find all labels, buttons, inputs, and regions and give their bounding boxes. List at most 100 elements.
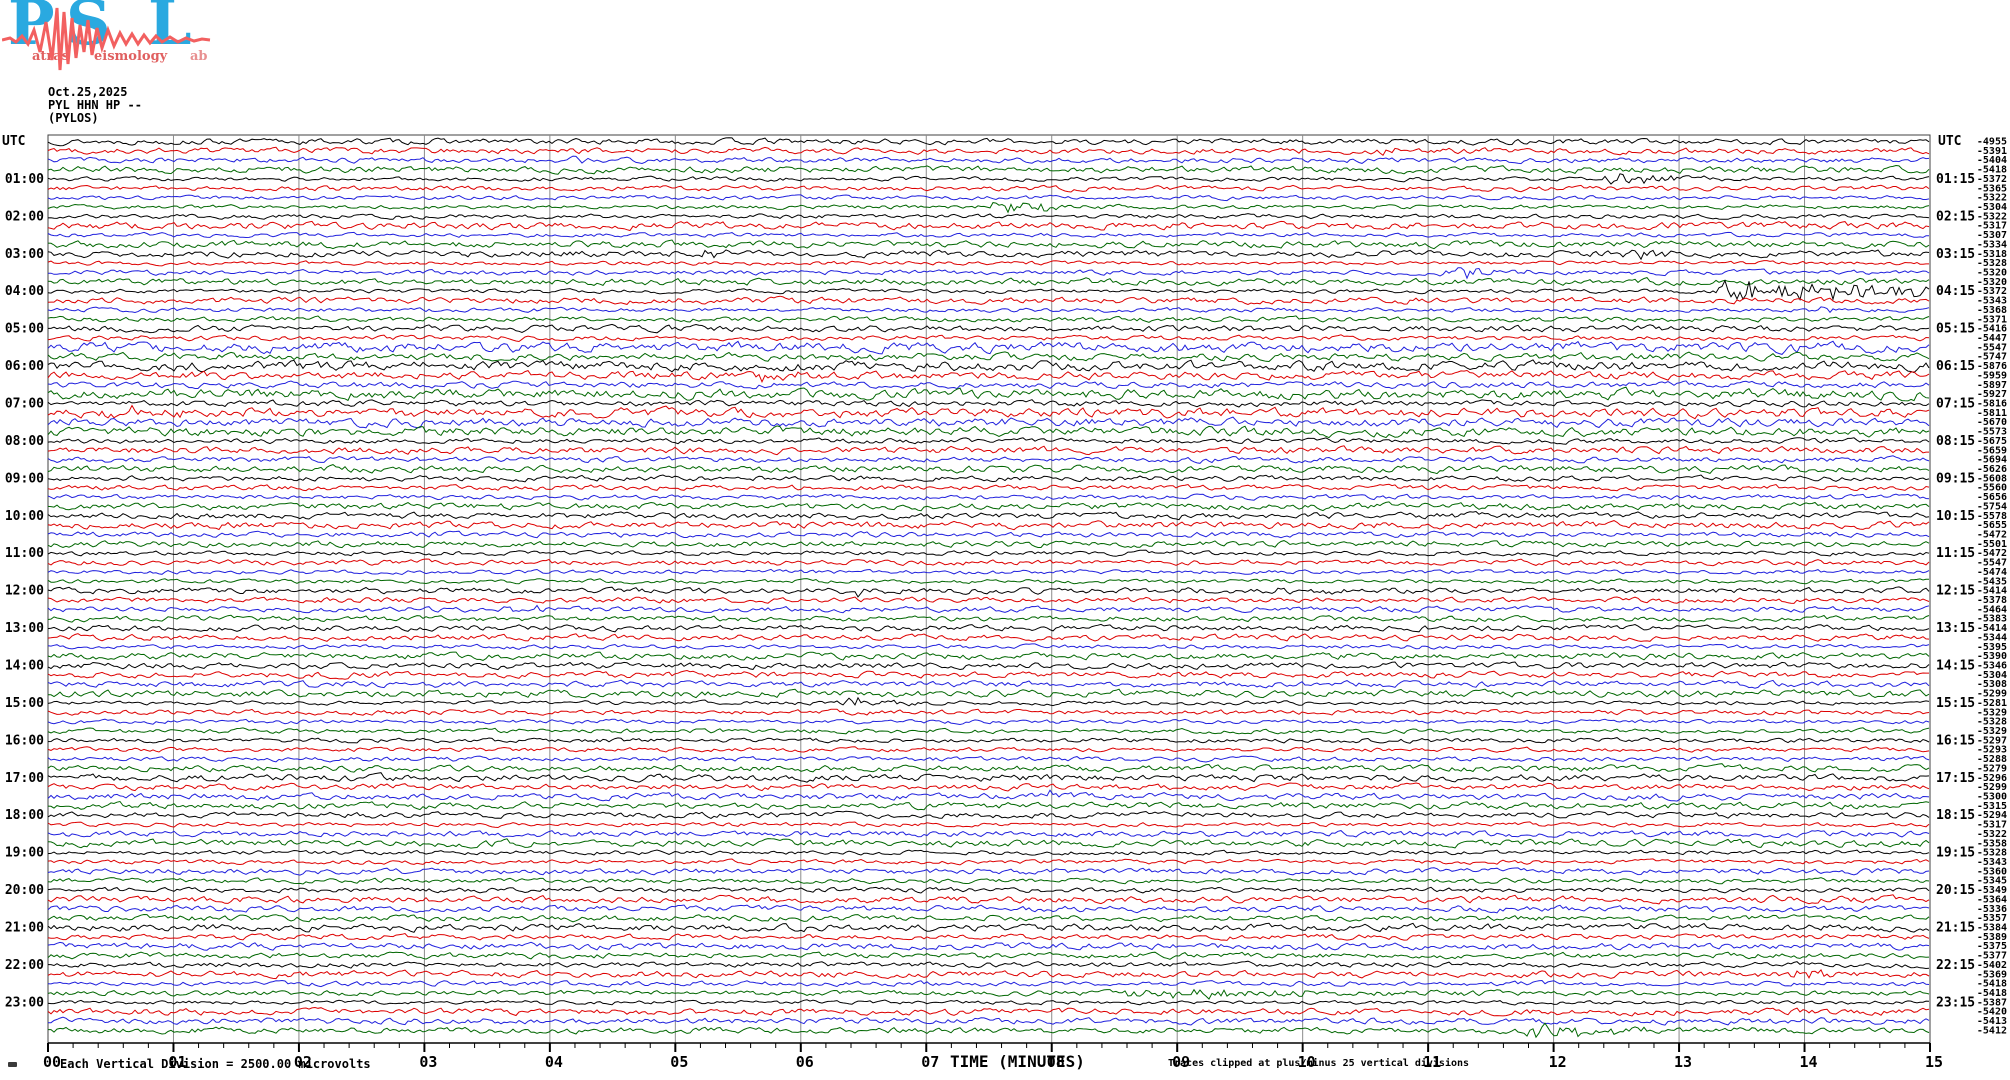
trace-row [47,295,1930,306]
x-tick-label: 13 [1674,1053,1692,1071]
row-offset-value: -5390 [1977,651,2007,662]
hour-label-right: 03:15 [1936,247,1975,262]
row-offset-value: -5608 [1977,473,2007,484]
row-offset-value: -5404 [1977,155,2007,166]
trace-row [47,173,1930,185]
hour-label-right: 08:15 [1936,434,1975,449]
hour-label-left: 11:00 [5,546,44,561]
row-offset-value: -5315 [1977,801,2007,812]
row-offset-value: -5318 [1977,249,2007,260]
trace-row [47,220,1930,232]
trace-row [47,474,1930,483]
trace-row [47,249,1930,261]
trace-row [47,540,1930,549]
row-offset-value: -5368 [1977,305,2007,316]
hour-label-right: 07:15 [1936,396,1975,411]
row-offset-value: -5694 [1977,455,2007,466]
row-offset-value: -5560 [1977,483,2007,494]
trace-row [47,1016,1930,1026]
hour-label-right: 23:15 [1936,995,1975,1010]
row-offset-value: -5372 [1977,174,2007,185]
row-offset-value: -5360 [1977,866,2007,877]
trace-row [47,838,1930,849]
hour-label-right: 11:15 [1936,546,1975,561]
trace-row [47,727,1930,735]
psl-logo[interactable]: P S L atras eismology ab [2,0,217,78]
row-offset-value: -5365 [1977,183,2007,194]
hour-label-right: 16:15 [1936,733,1975,748]
row-offset-value: -5294 [1977,810,2007,821]
hour-label-left: 02:00 [5,209,44,224]
trace-row [47,334,1930,343]
trace-row [47,867,1930,876]
hour-label-left: 03:00 [5,247,44,262]
trace-row [47,829,1930,838]
hour-label-right: 21:15 [1936,920,1975,935]
x-tick-label: 07 [921,1053,939,1071]
clip-note: Traces clipped at plus/minus 25 vertical… [1168,1058,1470,1069]
x-tick-label: 11 [1423,1053,1441,1071]
row-offset-value: -5474 [1977,567,2007,578]
x-tick-label: 09 [1172,1053,1190,1071]
row-offset-value: -5304 [1977,670,2007,681]
trace-row [47,277,1930,287]
trace-row [47,951,1930,960]
row-offset-value: -5336 [1977,904,2007,915]
row-offset-value: -5346 [1977,660,2007,671]
row-offset-value: -5391 [1977,146,2007,157]
trace-row [47,988,1930,1000]
trace-row [47,1006,1930,1017]
trace-row [47,800,1930,811]
hour-label-left: 08:00 [5,434,44,449]
row-offset-value: -5329 [1977,707,2007,718]
trace-row [47,202,1930,214]
trace-row [47,568,1930,576]
row-offset-value: -5412 [1977,1025,2007,1036]
row-offset-value: -5343 [1977,296,2007,307]
row-offset-value: -5573 [1977,427,2007,438]
row-offset-value: -5334 [1977,239,2007,250]
trace-row [47,849,1930,856]
row-offset-value: -5747 [1977,352,2007,363]
trace-row [47,399,1930,408]
trace-row [47,369,1930,384]
trace-row [47,510,1930,521]
hour-label-left: 04:00 [5,284,44,299]
trace-row [47,821,1930,829]
trace-row [47,425,1930,439]
trace-row [47,239,1930,250]
trace-row [47,386,1930,402]
trace-row [47,922,1930,933]
row-offset-value: -5547 [1977,342,2007,353]
row-offset-value: -5299 [1977,782,2007,793]
trace-row [47,155,1930,165]
row-offset-value: -5959 [1977,370,2007,381]
row-offset-value: -4955 [1977,137,2007,148]
trace-row [47,416,1930,429]
x-tick-label: 04 [545,1053,563,1071]
trace-row [47,633,1930,642]
trace-row [47,604,1930,614]
trace-row [47,679,1930,689]
row-offset-value: -5279 [1977,763,2007,774]
x-tick-label: 15 [1925,1053,1943,1071]
trace-row [47,455,1930,464]
x-tick-label: 12 [1549,1053,1567,1071]
row-offset-value: -5656 [1977,492,2007,503]
row-offset-value: -5300 [1977,791,2007,802]
trace-row [47,184,1930,193]
trace-row [47,894,1930,905]
row-offset-value: -5420 [1977,1007,2007,1018]
trace-row [47,260,1929,267]
trace-row [47,351,1930,363]
hour-label-right: 10:15 [1936,509,1975,524]
trace-row [47,708,1930,716]
x-tick-label: 14 [1800,1053,1818,1071]
trace-row [47,969,1930,980]
row-offset-value: -5387 [1977,997,2007,1008]
row-offset-value: -5320 [1977,267,2007,278]
x-tick-label: 00 [43,1053,61,1071]
seismogram-trace-icon [2,7,211,71]
trace-row [47,746,1930,753]
